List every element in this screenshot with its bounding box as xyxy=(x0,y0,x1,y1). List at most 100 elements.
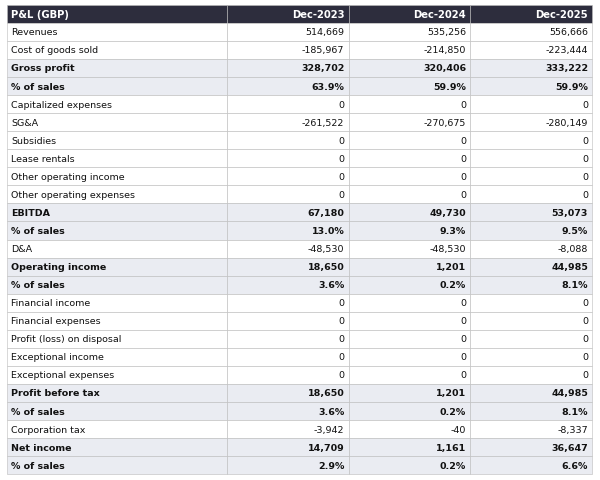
Text: 13.0%: 13.0% xyxy=(311,227,344,236)
Text: 0: 0 xyxy=(460,353,466,361)
Text: 333,222: 333,222 xyxy=(545,64,588,73)
Bar xyxy=(349,294,470,312)
Bar xyxy=(227,312,349,330)
Bar xyxy=(7,330,227,348)
Bar xyxy=(349,402,470,420)
Text: 6.6%: 6.6% xyxy=(562,461,588,470)
Text: 2.9%: 2.9% xyxy=(318,461,344,470)
Text: 0: 0 xyxy=(338,155,344,163)
Text: Subsidies: Subsidies xyxy=(11,136,56,145)
Bar xyxy=(227,384,349,402)
Bar xyxy=(349,204,470,222)
Bar xyxy=(349,384,470,402)
Text: Dec-2023: Dec-2023 xyxy=(292,10,344,20)
Text: 9.3%: 9.3% xyxy=(440,227,466,236)
Text: 0.2%: 0.2% xyxy=(440,407,466,416)
Bar xyxy=(227,114,349,132)
Text: 0: 0 xyxy=(582,371,588,380)
Bar xyxy=(470,312,592,330)
Text: -270,675: -270,675 xyxy=(424,119,466,127)
Text: Other operating expenses: Other operating expenses xyxy=(11,191,136,200)
Text: 0: 0 xyxy=(460,100,466,109)
Bar xyxy=(470,60,592,78)
Bar xyxy=(227,276,349,294)
Bar xyxy=(7,186,227,204)
Bar xyxy=(470,204,592,222)
Text: % of sales: % of sales xyxy=(11,280,65,289)
Bar xyxy=(470,456,592,474)
Text: Dec-2024: Dec-2024 xyxy=(413,10,466,20)
Bar xyxy=(227,60,349,78)
Text: 535,256: 535,256 xyxy=(427,28,466,37)
Bar xyxy=(227,168,349,186)
Text: -40: -40 xyxy=(451,425,466,434)
Bar xyxy=(7,276,227,294)
Bar xyxy=(7,96,227,114)
Bar xyxy=(349,420,470,438)
Bar xyxy=(227,366,349,384)
Bar xyxy=(7,438,227,456)
Text: EBITDA: EBITDA xyxy=(11,208,50,217)
Text: 0: 0 xyxy=(582,317,588,325)
Text: Exceptional income: Exceptional income xyxy=(11,353,104,361)
Bar xyxy=(227,204,349,222)
Text: 0.2%: 0.2% xyxy=(440,280,466,289)
Text: 0: 0 xyxy=(460,335,466,344)
Bar xyxy=(349,60,470,78)
Text: 3.6%: 3.6% xyxy=(318,407,344,416)
Text: 14,709: 14,709 xyxy=(308,443,344,452)
Text: -48,530: -48,530 xyxy=(308,244,344,253)
Bar xyxy=(227,222,349,240)
Bar xyxy=(227,438,349,456)
Bar xyxy=(7,240,227,258)
Text: 0: 0 xyxy=(460,172,466,181)
Text: 328,702: 328,702 xyxy=(301,64,344,73)
Text: Exceptional expenses: Exceptional expenses xyxy=(11,371,115,380)
Text: 0: 0 xyxy=(338,172,344,181)
Text: Dec-2025: Dec-2025 xyxy=(535,10,588,20)
Bar xyxy=(7,456,227,474)
Text: -8,337: -8,337 xyxy=(557,425,588,434)
Text: 36,647: 36,647 xyxy=(551,443,588,452)
Bar xyxy=(470,348,592,366)
Text: 0: 0 xyxy=(338,191,344,200)
Text: % of sales: % of sales xyxy=(11,83,65,91)
Text: Profit before tax: Profit before tax xyxy=(11,389,100,397)
Text: Profit (loss) on disposal: Profit (loss) on disposal xyxy=(11,335,122,344)
Bar xyxy=(349,132,470,150)
Text: 0: 0 xyxy=(582,335,588,344)
Bar xyxy=(470,258,592,276)
Bar xyxy=(7,258,227,276)
Text: -214,850: -214,850 xyxy=(424,46,466,55)
Bar xyxy=(7,42,227,60)
Bar xyxy=(227,402,349,420)
Bar xyxy=(470,384,592,402)
Bar xyxy=(349,312,470,330)
Text: -261,522: -261,522 xyxy=(302,119,344,127)
Bar xyxy=(349,330,470,348)
Text: P&L (GBP): P&L (GBP) xyxy=(11,10,69,20)
Bar xyxy=(7,402,227,420)
Bar xyxy=(470,276,592,294)
Bar xyxy=(349,168,470,186)
Bar xyxy=(227,24,349,42)
Bar xyxy=(349,366,470,384)
Bar xyxy=(7,78,227,96)
Text: 0: 0 xyxy=(460,136,466,145)
Bar xyxy=(470,438,592,456)
Text: 8.1%: 8.1% xyxy=(562,280,588,289)
Bar xyxy=(227,132,349,150)
Text: -8,088: -8,088 xyxy=(557,244,588,253)
Bar xyxy=(470,294,592,312)
Bar xyxy=(349,276,470,294)
Bar xyxy=(227,78,349,96)
Bar xyxy=(227,96,349,114)
Text: 0: 0 xyxy=(338,353,344,361)
Text: Operating income: Operating income xyxy=(11,263,107,272)
Text: 0: 0 xyxy=(338,317,344,325)
Bar xyxy=(349,114,470,132)
Bar xyxy=(227,186,349,204)
Bar xyxy=(7,150,227,168)
Bar xyxy=(349,24,470,42)
Bar xyxy=(227,258,349,276)
